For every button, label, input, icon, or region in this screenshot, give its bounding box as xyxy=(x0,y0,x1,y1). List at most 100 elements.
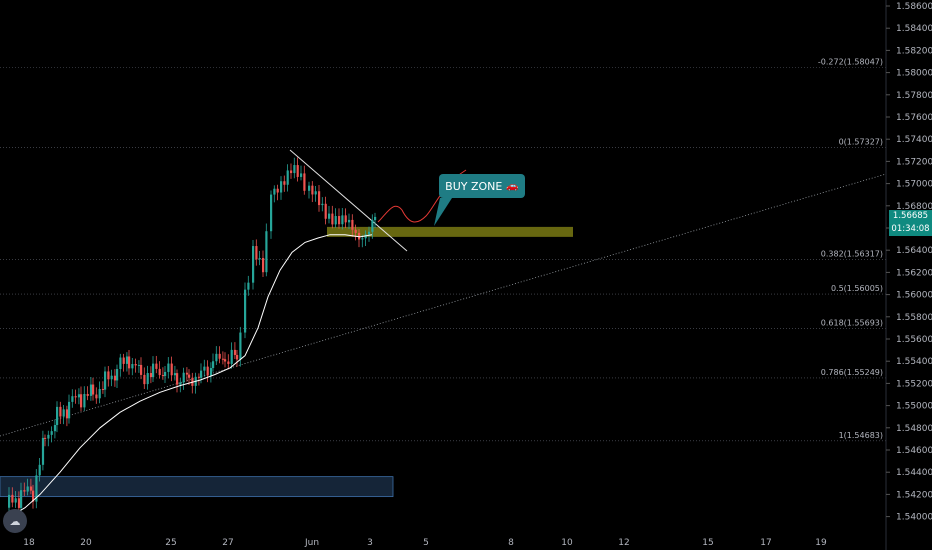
candle-body xyxy=(164,371,167,377)
candle-body xyxy=(80,394,83,408)
countdown: 01:34:08 xyxy=(891,224,930,234)
candle-body xyxy=(167,363,170,372)
candle-body xyxy=(206,366,209,376)
candle-body xyxy=(314,191,317,195)
candle-body xyxy=(113,375,117,381)
candle-body xyxy=(110,375,113,380)
candle-body xyxy=(41,437,45,465)
y-tick-label: 1.58000 xyxy=(896,69,932,79)
x-tick-label: 5 xyxy=(423,538,429,548)
candle-body xyxy=(221,358,225,360)
y-tick-label: 1.55800 xyxy=(896,313,932,323)
candle-body xyxy=(371,220,374,232)
y-tick-label: 1.58200 xyxy=(896,46,932,56)
candle-body xyxy=(35,475,38,502)
candle-body xyxy=(354,229,357,233)
y-tick-label: 1.54800 xyxy=(896,424,932,434)
car-icon: 🚗 xyxy=(506,180,519,192)
y-tick-label: 1.56200 xyxy=(896,268,932,278)
candle-body xyxy=(255,246,258,260)
x-tick-label: 17 xyxy=(760,538,771,548)
candle-body xyxy=(308,185,311,191)
candle-body xyxy=(293,165,296,174)
candle-body xyxy=(286,170,289,185)
candle-body xyxy=(107,371,110,380)
x-tick-label: 15 xyxy=(702,538,713,548)
candle-body xyxy=(8,494,11,508)
candle-body xyxy=(224,359,227,362)
candle-body xyxy=(182,372,185,383)
y-tick-label: 1.57800 xyxy=(896,91,932,101)
candle-body xyxy=(137,364,141,366)
y-tick-label: 1.54200 xyxy=(896,490,932,500)
candle-body xyxy=(209,368,213,376)
candle-body xyxy=(26,486,29,492)
candle-body xyxy=(140,364,143,375)
x-tick-label: 18 xyxy=(23,538,35,548)
y-tick-label: 1.58400 xyxy=(896,24,932,34)
candle-body xyxy=(328,213,331,219)
candle-body xyxy=(311,185,314,195)
candle-body xyxy=(143,374,146,385)
candle-body xyxy=(161,375,165,377)
candle-body xyxy=(125,356,129,364)
candle-body xyxy=(252,246,255,283)
candle-body xyxy=(334,216,337,225)
candle-body xyxy=(173,373,177,376)
x-tick-label: Jun xyxy=(304,538,319,548)
y-tick-label: 1.55200 xyxy=(896,379,932,389)
candle-body xyxy=(149,373,153,378)
tradingview-logo-icon[interactable]: ☁ xyxy=(3,509,27,533)
candle-body xyxy=(158,368,161,376)
candle-body xyxy=(131,364,134,369)
fib-level-label: 0(1.57327) xyxy=(839,137,883,146)
candle-body xyxy=(258,257,261,260)
candle-body xyxy=(77,394,81,398)
candle-body xyxy=(244,289,247,333)
candle-body xyxy=(227,361,230,364)
x-tick-label: 25 xyxy=(165,538,176,548)
candle-body xyxy=(296,165,299,177)
y-tick-label: 1.54000 xyxy=(896,513,932,523)
candle-body xyxy=(98,388,101,399)
candle-body xyxy=(300,173,303,177)
candle-body xyxy=(65,409,69,419)
fib-level-label: 0.786(1.55249) xyxy=(821,368,883,377)
buy-zone-label: BUY ZONE xyxy=(445,179,503,193)
y-tick-label: 1.56400 xyxy=(896,246,932,256)
candle-body xyxy=(155,363,158,369)
candle-body xyxy=(344,215,347,223)
candle-body xyxy=(17,498,21,508)
candle-body xyxy=(374,216,377,221)
candle-body xyxy=(119,357,122,370)
candle-body xyxy=(270,194,273,232)
fib-level-label: 0.5(1.56005) xyxy=(831,284,883,293)
candle-body xyxy=(170,363,173,376)
candle-body xyxy=(358,232,361,240)
candle-body xyxy=(348,219,351,223)
candle-body xyxy=(351,219,354,230)
x-tick-label: 27 xyxy=(222,538,233,548)
x-tick-label: 8 xyxy=(508,538,514,548)
fib-level-label: 0.618(1.55693) xyxy=(821,319,883,328)
candle-body xyxy=(338,216,341,225)
candle-body xyxy=(230,349,233,364)
candle-body xyxy=(122,357,125,364)
candle-body xyxy=(179,382,182,385)
x-tick-label: 19 xyxy=(815,538,827,548)
y-tick-label: 1.57400 xyxy=(896,135,932,145)
candle-body xyxy=(152,363,155,378)
y-tick-label: 1.57600 xyxy=(896,113,932,123)
candle-body xyxy=(276,188,279,193)
candle-body xyxy=(95,394,98,399)
candle-body xyxy=(215,353,218,362)
buy-zone-callout[interactable]: BUY ZONE 🚗 xyxy=(439,174,525,198)
y-tick-label: 1.54400 xyxy=(896,468,932,478)
candle-body xyxy=(83,393,86,408)
current-price-badge: 1.56685 01:34:08 xyxy=(889,210,932,236)
candle-body xyxy=(92,384,95,395)
candle-body xyxy=(318,191,321,206)
candle-body xyxy=(176,373,179,385)
y-tick-label: 1.55600 xyxy=(896,335,932,345)
